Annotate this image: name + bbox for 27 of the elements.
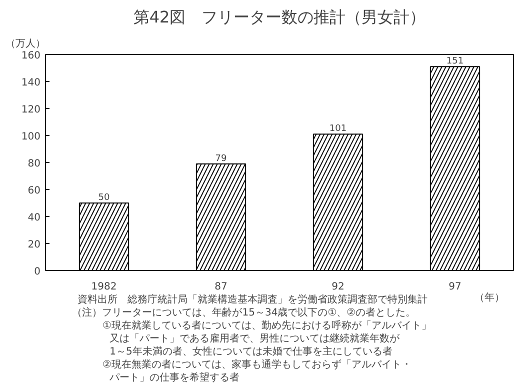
data-label: 50 [98, 193, 110, 203]
y-tick-label: 20 [28, 240, 41, 250]
data-label: 79 [215, 154, 227, 164]
text: ②現在無業の者については、家事も通学もしておらず「アルバイト・ [102, 358, 412, 370]
y-tick-label: 80 [28, 158, 41, 170]
text: ①現在就業している者については、勤め先における呼称が「アルバイト」 [102, 320, 432, 332]
y-tick-label: 140 [21, 78, 41, 88]
y-tick-label: 120 [21, 104, 41, 116]
x-tick-label: 97 [448, 282, 462, 292]
y-tick-label: 160 [21, 50, 41, 62]
y-axis-title: （万人） [6, 38, 46, 50]
data-label: 101 [329, 124, 347, 134]
x-tick-label: 1982 [91, 282, 117, 292]
x-tick-label: 92 [332, 282, 344, 292]
y-tick-label: 40 [28, 212, 41, 224]
y-tick-label: 100 [21, 132, 41, 142]
data-label: 151 [446, 56, 464, 67]
text: 1～5年未満の者、女性については未婚で仕事を主にしている者 [110, 346, 392, 358]
x-tick-label: 87 [214, 282, 228, 292]
y-tick-label: 0 [34, 266, 41, 278]
y-tick-label: 60 [28, 186, 41, 196]
chart-title: 第42図 フリーター数の推計（男女計） [133, 8, 426, 26]
text: パート」の仕事を希望する者 [108, 372, 240, 384]
text: （注）フリーターについては、年齢が15～34歳で以下の①、②の者とした。 [72, 306, 416, 318]
x-axis-title: （年） [474, 292, 505, 304]
text: 資料出所 総務庁統計局「就業構造基本調査」を労働省政策調査部で特別集計 [78, 294, 428, 306]
text: 又は「パート」である雇用者で、男性については継続就業年数が [110, 332, 401, 344]
